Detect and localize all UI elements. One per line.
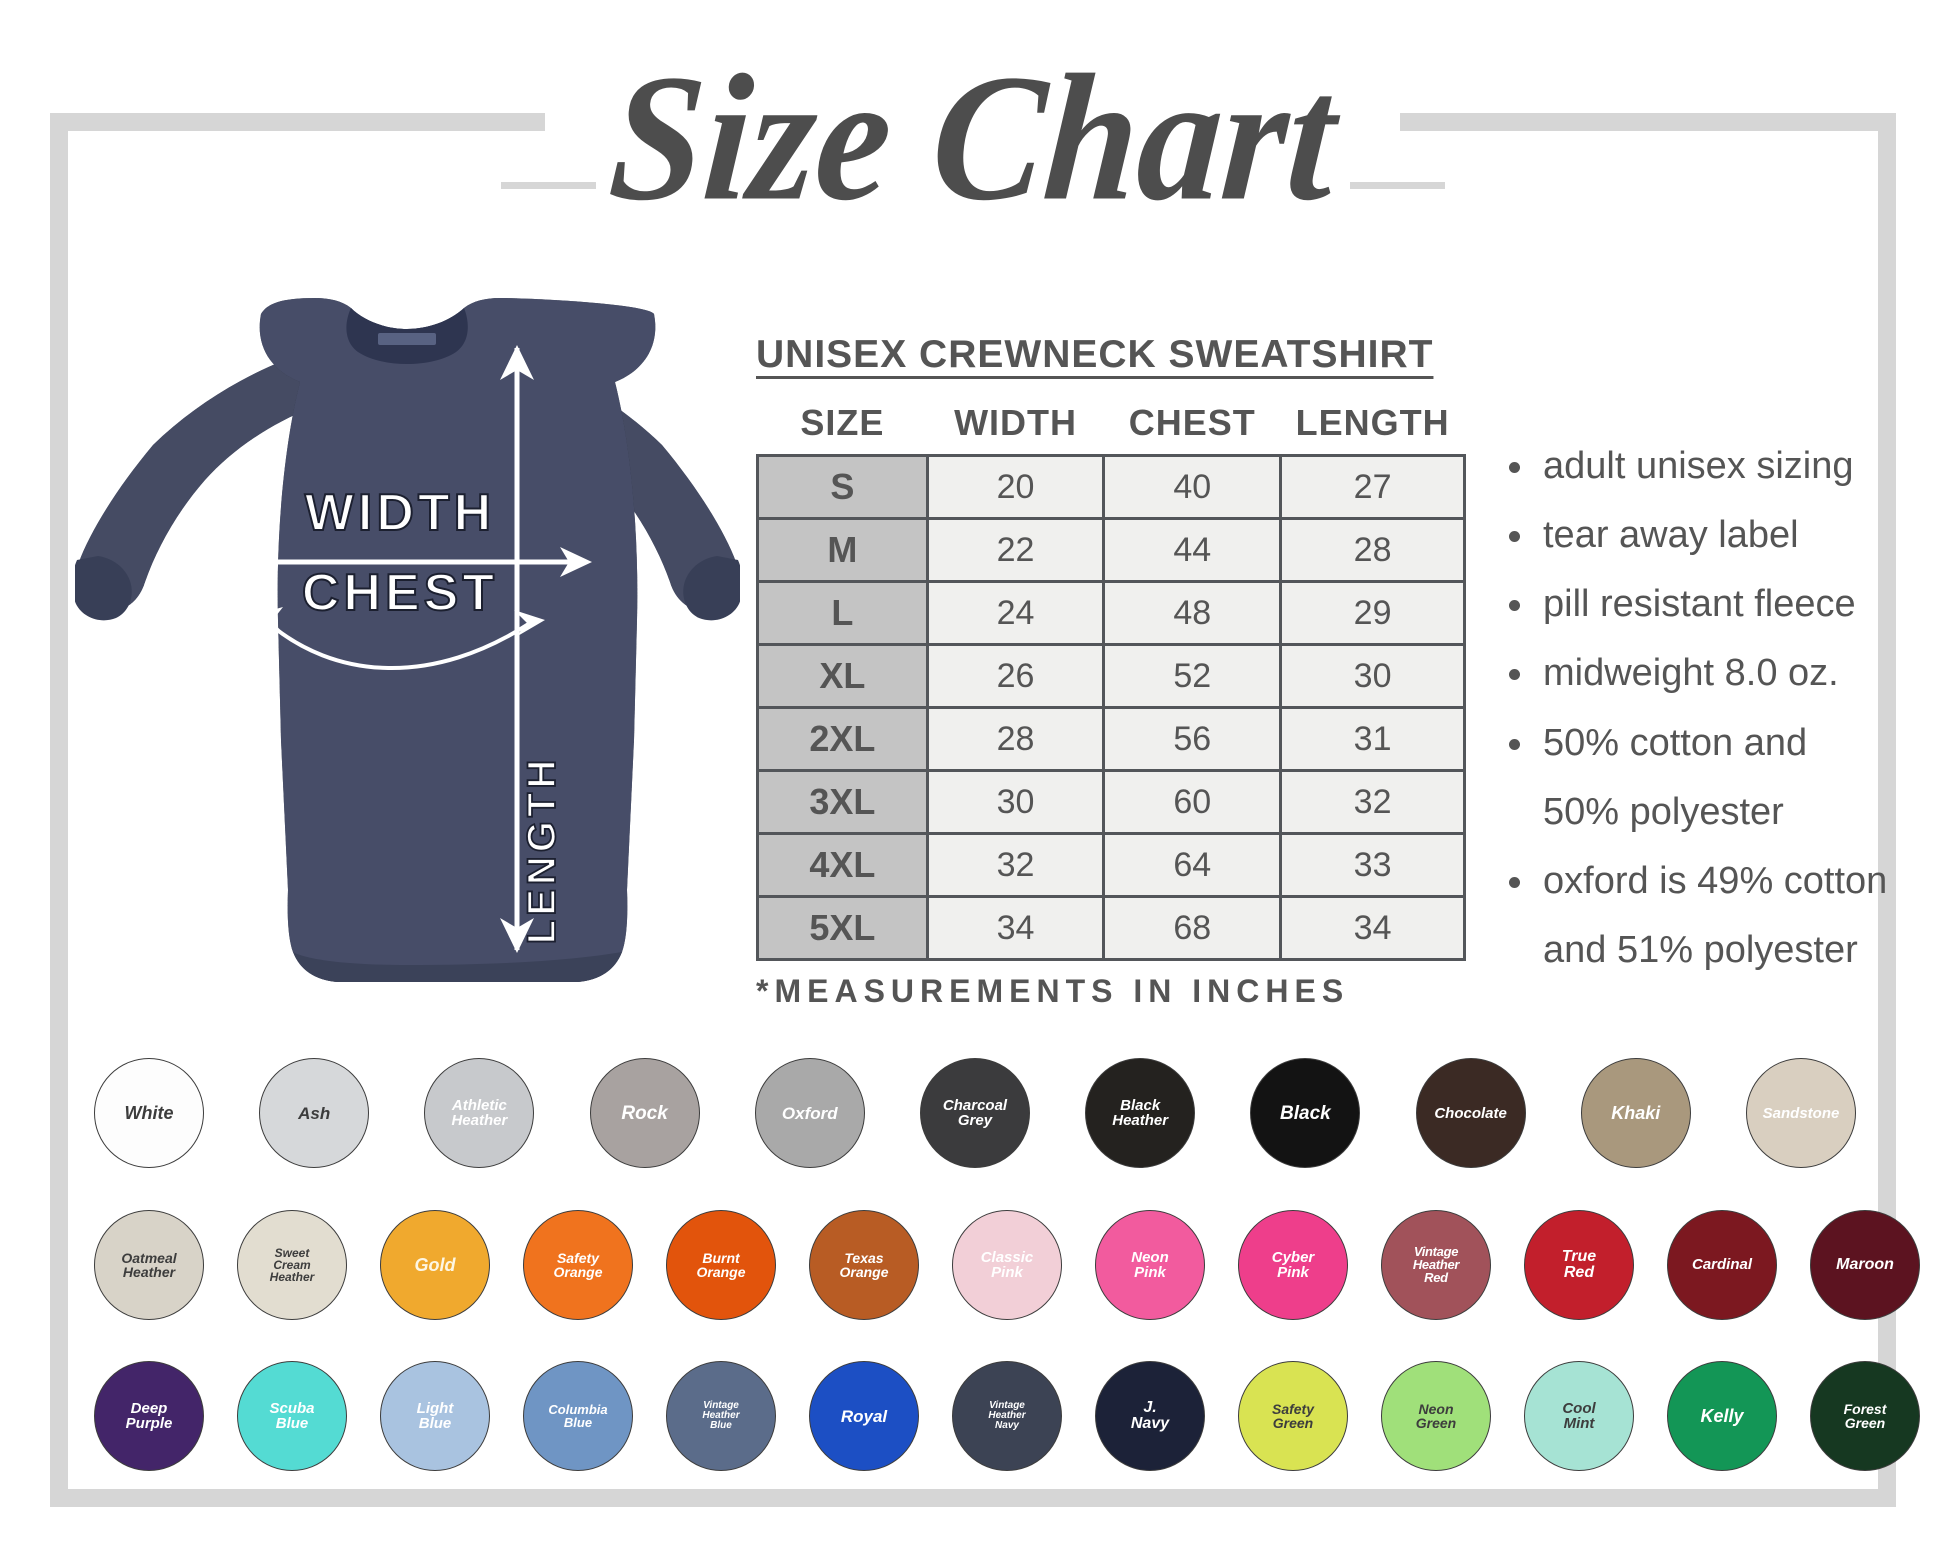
svg-text:CHEST: CHEST [302, 564, 498, 622]
svg-text:LENGTH: LENGTH [520, 756, 564, 944]
svg-text:WIDTH: WIDTH [305, 484, 495, 542]
